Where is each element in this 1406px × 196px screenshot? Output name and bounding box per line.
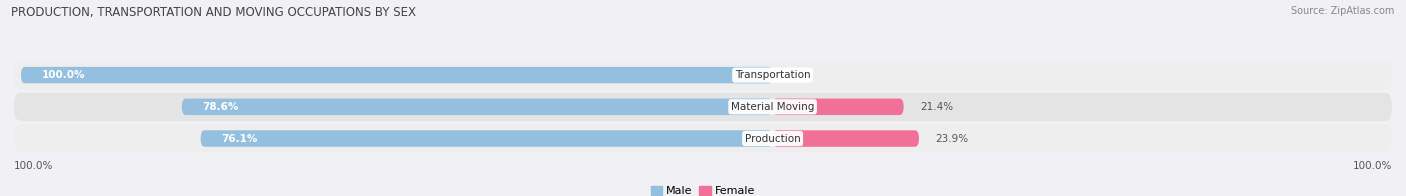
Text: 100.0%: 100.0% [14, 161, 53, 171]
Legend: Male, Female: Male, Female [647, 181, 759, 196]
FancyBboxPatch shape [773, 99, 904, 115]
Text: Source: ZipAtlas.com: Source: ZipAtlas.com [1291, 6, 1395, 16]
FancyBboxPatch shape [14, 125, 1392, 152]
Text: 100.0%: 100.0% [1353, 161, 1392, 171]
Text: 78.6%: 78.6% [202, 102, 239, 112]
Text: PRODUCTION, TRANSPORTATION AND MOVING OCCUPATIONS BY SEX: PRODUCTION, TRANSPORTATION AND MOVING OC… [11, 6, 416, 19]
Text: Production: Production [745, 133, 800, 143]
FancyBboxPatch shape [773, 130, 920, 147]
Text: 23.9%: 23.9% [935, 133, 969, 143]
FancyBboxPatch shape [181, 99, 773, 115]
FancyBboxPatch shape [14, 93, 1392, 121]
Text: Material Moving: Material Moving [731, 102, 814, 112]
Text: 76.1%: 76.1% [222, 133, 257, 143]
FancyBboxPatch shape [21, 67, 773, 83]
FancyBboxPatch shape [201, 130, 773, 147]
Text: Transportation: Transportation [735, 70, 810, 80]
Text: 100.0%: 100.0% [42, 70, 86, 80]
FancyBboxPatch shape [14, 61, 1392, 89]
Text: 21.4%: 21.4% [921, 102, 953, 112]
